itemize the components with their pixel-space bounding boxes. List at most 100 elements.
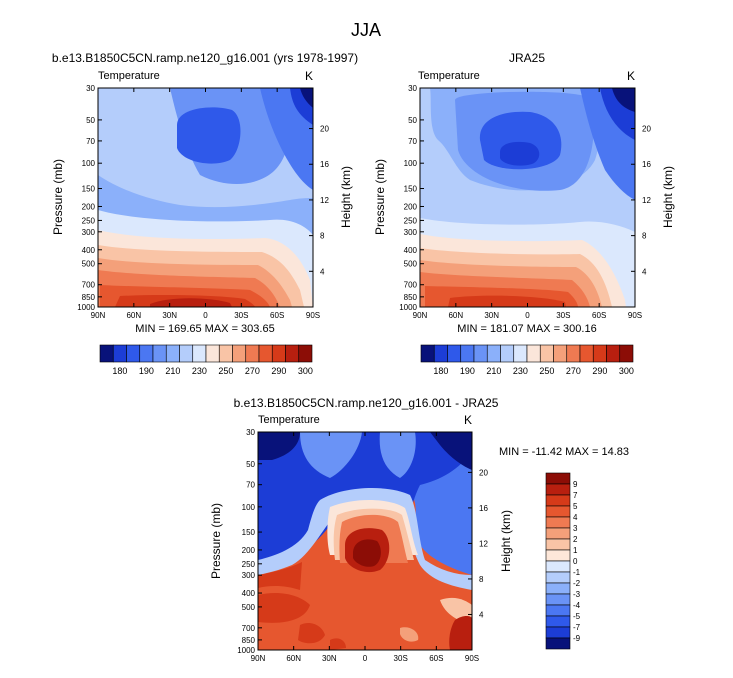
y2-tick-label: 8: [642, 232, 647, 241]
y-tick-label: 700: [242, 624, 256, 633]
colorbar-label: 190: [139, 366, 154, 376]
colorbar-swatch: [192, 344, 207, 363]
colorbar-swatch: [545, 505, 571, 518]
colorbar-label: 3: [573, 524, 578, 533]
colorbar-swatch: [545, 494, 571, 507]
x-tick-label: 30N: [484, 311, 499, 320]
colorbar-swatch: [473, 344, 488, 363]
x-tick-label: 90S: [628, 311, 642, 320]
y2-tick-label: 20: [642, 125, 651, 134]
y-tick-label: 850: [404, 293, 418, 302]
colorbar-label: 2: [573, 535, 578, 544]
colorbar-label: -7: [573, 623, 581, 632]
colorbar-swatch: [139, 344, 154, 363]
y-tick-label: 400: [82, 246, 96, 255]
x-tick-label: 90N: [251, 654, 266, 663]
x-tick-label: 60N: [448, 311, 463, 320]
min-max-stats: MIN = 181.07 MAX = 300.16: [457, 323, 596, 335]
x-tick-label: 90N: [91, 311, 106, 320]
colorbar-swatch: [152, 344, 167, 363]
colorbar-swatch: [539, 344, 554, 363]
y-tick-label: 1000: [77, 303, 95, 312]
y-tick-label: 70: [408, 137, 417, 146]
contour-field: [420, 88, 635, 307]
x-tick-label: 60N: [286, 654, 301, 663]
colorbar-swatch: [545, 527, 571, 540]
y2-tick-label: 12: [642, 196, 651, 205]
y-tick-label: 200: [242, 546, 256, 555]
units-label: K: [464, 413, 472, 427]
y-tick-label: 30: [408, 84, 417, 93]
panel-title: JRA25: [509, 51, 545, 65]
contour-fill: [500, 141, 540, 166]
contour-fill: [612, 88, 635, 112]
colorbar-swatch: [579, 344, 594, 363]
colorbar-label: 180: [433, 366, 448, 376]
colorbar-swatch: [566, 344, 581, 363]
colorbar-swatch: [545, 472, 571, 485]
y-tick-label: 300: [404, 228, 418, 237]
contour-fill: [258, 432, 472, 470]
y-tick-label: 400: [404, 246, 418, 255]
panel-jra25: JRA25 Temperature K 90N 60N 30N 0 30S 60S 90S 3…: [373, 51, 675, 376]
variable-label: Temperature: [418, 70, 480, 82]
min-max-stats: MIN = 169.65 MAX = 303.65: [135, 323, 274, 335]
y-tick-label: 250: [82, 216, 96, 225]
contour-fill: [449, 615, 472, 650]
x-tick-label: 30S: [234, 311, 248, 320]
y-tick-label: 700: [404, 281, 418, 290]
colorbar: 9 7 5 4 3 2 1 0 -1 -2 -3 -4 -5 -7 -9: [545, 472, 581, 650]
x-tick-label: 0: [203, 311, 208, 320]
y-axis-label: Pressure (mb): [373, 159, 387, 235]
colorbar-label: 270: [566, 366, 581, 376]
colorbar-swatch: [545, 549, 571, 562]
y-tick-label: 300: [82, 228, 96, 237]
y2-tick-label: 16: [642, 160, 651, 169]
colorbar-swatch: [285, 344, 300, 363]
y-tick-label: 100: [82, 159, 96, 168]
axes: 90N 60N 30N 0 30S 60S 90S 30 50 70 100 150 200 250 300…: [399, 84, 651, 320]
x-tick-label: 30N: [162, 311, 177, 320]
colorbar-label: 300: [619, 366, 634, 376]
contour-fill: [150, 298, 232, 307]
y2-tick-label: 12: [479, 539, 488, 548]
colorbar-swatch: [179, 344, 194, 363]
x-tick-label: 60N: [126, 311, 141, 320]
y-tick-label: 1000: [399, 303, 417, 312]
y2-tick-label: 8: [479, 575, 484, 584]
colorbar-label: 210: [165, 366, 180, 376]
colorbar-swatch: [545, 571, 571, 584]
colorbar-label: -4: [573, 601, 581, 610]
colorbar-swatch: [545, 538, 571, 551]
colorbar-label: 1: [573, 546, 578, 555]
panel-difference: b.e13.B1850C5CN.ramp.ne120_g16.001 - JRA…: [209, 396, 629, 663]
x-tick-label: 0: [363, 654, 368, 663]
contour-field: [98, 88, 313, 307]
y-tick-label: 150: [242, 528, 256, 537]
y-tick-label: 100: [404, 159, 418, 168]
variable-label: Temperature: [258, 414, 320, 426]
colorbar-swatch: [112, 344, 127, 363]
y-tick-label: 1000: [237, 646, 255, 655]
y-tick-label: 70: [86, 137, 95, 146]
y-tick-label: 850: [242, 636, 256, 645]
y-tick-label: 850: [82, 293, 96, 302]
colorbar-label: -2: [573, 579, 581, 588]
colorbar-label: -1: [573, 568, 581, 577]
colorbar-swatch: [545, 604, 571, 617]
contour-fill: [258, 562, 302, 590]
panel-model: b.e13.B1850C5CN.ramp.ne120_g16.001 (yrs …: [51, 51, 358, 376]
colorbar-label: -5: [573, 612, 581, 621]
y-tick-label: 30: [246, 428, 255, 437]
colorbar-label: 230: [192, 366, 207, 376]
y2-axis-label: Height (km): [661, 166, 675, 228]
y2-tick-label: 20: [479, 468, 488, 477]
contour-fill: [353, 539, 381, 567]
colorbar-label: 9: [573, 480, 578, 489]
contour-fill: [448, 295, 566, 307]
colorbar: 180 190 210 230 250 270 290 300: [420, 344, 634, 376]
colorbar-label: 300: [298, 366, 313, 376]
colorbar-label: 290: [271, 366, 286, 376]
colorbar-swatch: [513, 344, 528, 363]
colorbar-swatch: [526, 344, 541, 363]
